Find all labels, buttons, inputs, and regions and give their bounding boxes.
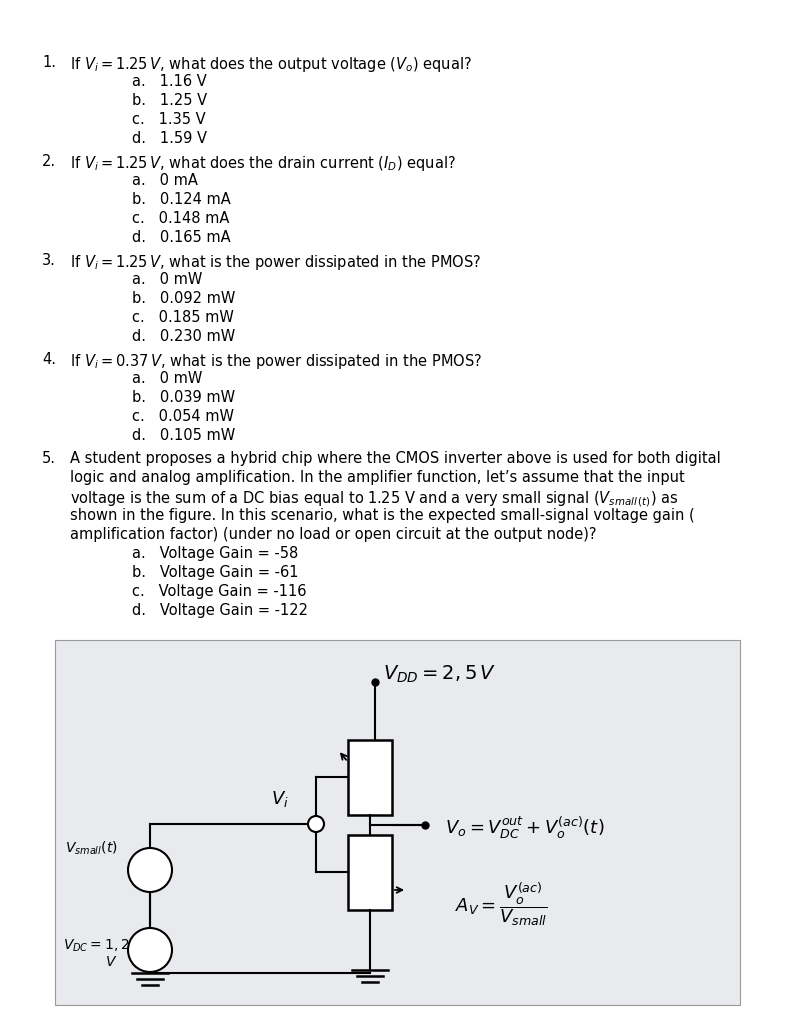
Text: +: + — [148, 850, 158, 862]
Text: a.   0 mW: a. 0 mW — [132, 272, 202, 287]
Text: 5.: 5. — [42, 451, 56, 466]
Text: d.   1.59 V: d. 1.59 V — [132, 131, 207, 146]
Text: b.   0.039 mW: b. 0.039 mW — [132, 390, 235, 406]
Text: a.   1.16 V: a. 1.16 V — [132, 74, 206, 89]
Circle shape — [128, 928, 172, 972]
Bar — [55, 640, 740, 1005]
Text: $V_{DC} = 1,25$: $V_{DC} = 1,25$ — [63, 938, 138, 954]
Text: a.   0 mW: a. 0 mW — [132, 371, 202, 386]
Bar — [348, 740, 392, 815]
Text: d.   0.165 mA: d. 0.165 mA — [132, 230, 231, 245]
Text: $V_{DD} = 2,5\,V$: $V_{DD} = 2,5\,V$ — [383, 664, 496, 685]
Text: $V_i$: $V_i$ — [271, 790, 289, 809]
Text: c.   0.054 mW: c. 0.054 mW — [132, 409, 234, 424]
Text: logic and analog amplification. In the amplifier function, let’s assume that the: logic and analog amplification. In the a… — [70, 470, 685, 485]
Text: 3.: 3. — [42, 253, 56, 268]
Bar — [348, 835, 392, 910]
Text: 2.: 2. — [42, 154, 56, 169]
Text: If $V_i = 1.25\,V$, what does the output voltage ($V_o$) equal?: If $V_i = 1.25\,V$, what does the output… — [70, 55, 471, 74]
Text: d.   0.230 mW: d. 0.230 mW — [132, 329, 235, 344]
Circle shape — [308, 816, 324, 831]
Text: c.   1.35 V: c. 1.35 V — [132, 112, 206, 127]
Text: 1.: 1. — [42, 55, 56, 70]
Text: If $V_i = 0.37\,V$, what is the power dissipated in the PMOS?: If $V_i = 0.37\,V$, what is the power di… — [70, 352, 482, 371]
Text: $V_{small}(t)$: $V_{small}(t)$ — [65, 840, 118, 857]
Text: $V_o = V_{DC}^{out} + V_o^{(ac)}(t)$: $V_o = V_{DC}^{out} + V_o^{(ac)}(t)$ — [445, 815, 604, 841]
Text: a.   Voltage Gain = -58: a. Voltage Gain = -58 — [132, 546, 298, 561]
Text: b.   0.092 mW: b. 0.092 mW — [132, 291, 236, 306]
Circle shape — [128, 848, 172, 892]
Text: $A_V = \dfrac{V_o^{(ac)}}{V_{small}}$: $A_V = \dfrac{V_o^{(ac)}}{V_{small}}$ — [455, 880, 548, 928]
Text: c.   0.185 mW: c. 0.185 mW — [132, 310, 234, 325]
Text: d.   0.105 mW: d. 0.105 mW — [132, 428, 235, 443]
Text: shown in the figure. In this scenario, what is the expected small-signal voltage: shown in the figure. In this scenario, w… — [70, 508, 694, 523]
Text: c.   0.148 mA: c. 0.148 mA — [132, 211, 229, 226]
Text: b.   1.25 V: b. 1.25 V — [132, 93, 207, 108]
Text: 4.: 4. — [42, 352, 56, 367]
Text: b.   0.124 mA: b. 0.124 mA — [132, 193, 231, 207]
Text: If $V_i = 1.25\,V$, what is the power dissipated in the PMOS?: If $V_i = 1.25\,V$, what is the power di… — [70, 253, 482, 272]
Text: If $V_i = 1.25\,V$, what does the drain current ($I_D$) equal?: If $V_i = 1.25\,V$, what does the drain … — [70, 154, 456, 173]
Text: a.   0 mA: a. 0 mA — [132, 173, 198, 188]
Text: c.   Voltage Gain = -116: c. Voltage Gain = -116 — [132, 584, 306, 599]
Text: d.   Voltage Gain = -122: d. Voltage Gain = -122 — [132, 603, 308, 618]
Text: $-$: $-$ — [143, 950, 157, 966]
Text: ~: ~ — [143, 859, 157, 877]
Text: A student proposes a hybrid chip where the CMOS inverter above is used for both : A student proposes a hybrid chip where t… — [70, 451, 721, 466]
Text: voltage is the sum of a DC bias equal to 1.25 V and a very small signal ($V_{sma: voltage is the sum of a DC bias equal to… — [70, 489, 679, 509]
Text: b.   Voltage Gain = -61: b. Voltage Gain = -61 — [132, 565, 298, 580]
Text: +: + — [144, 936, 157, 950]
Text: amplification factor) (under no load or open circuit at the output node)?: amplification factor) (under no load or … — [70, 527, 596, 542]
Text: $V$: $V$ — [105, 955, 117, 969]
